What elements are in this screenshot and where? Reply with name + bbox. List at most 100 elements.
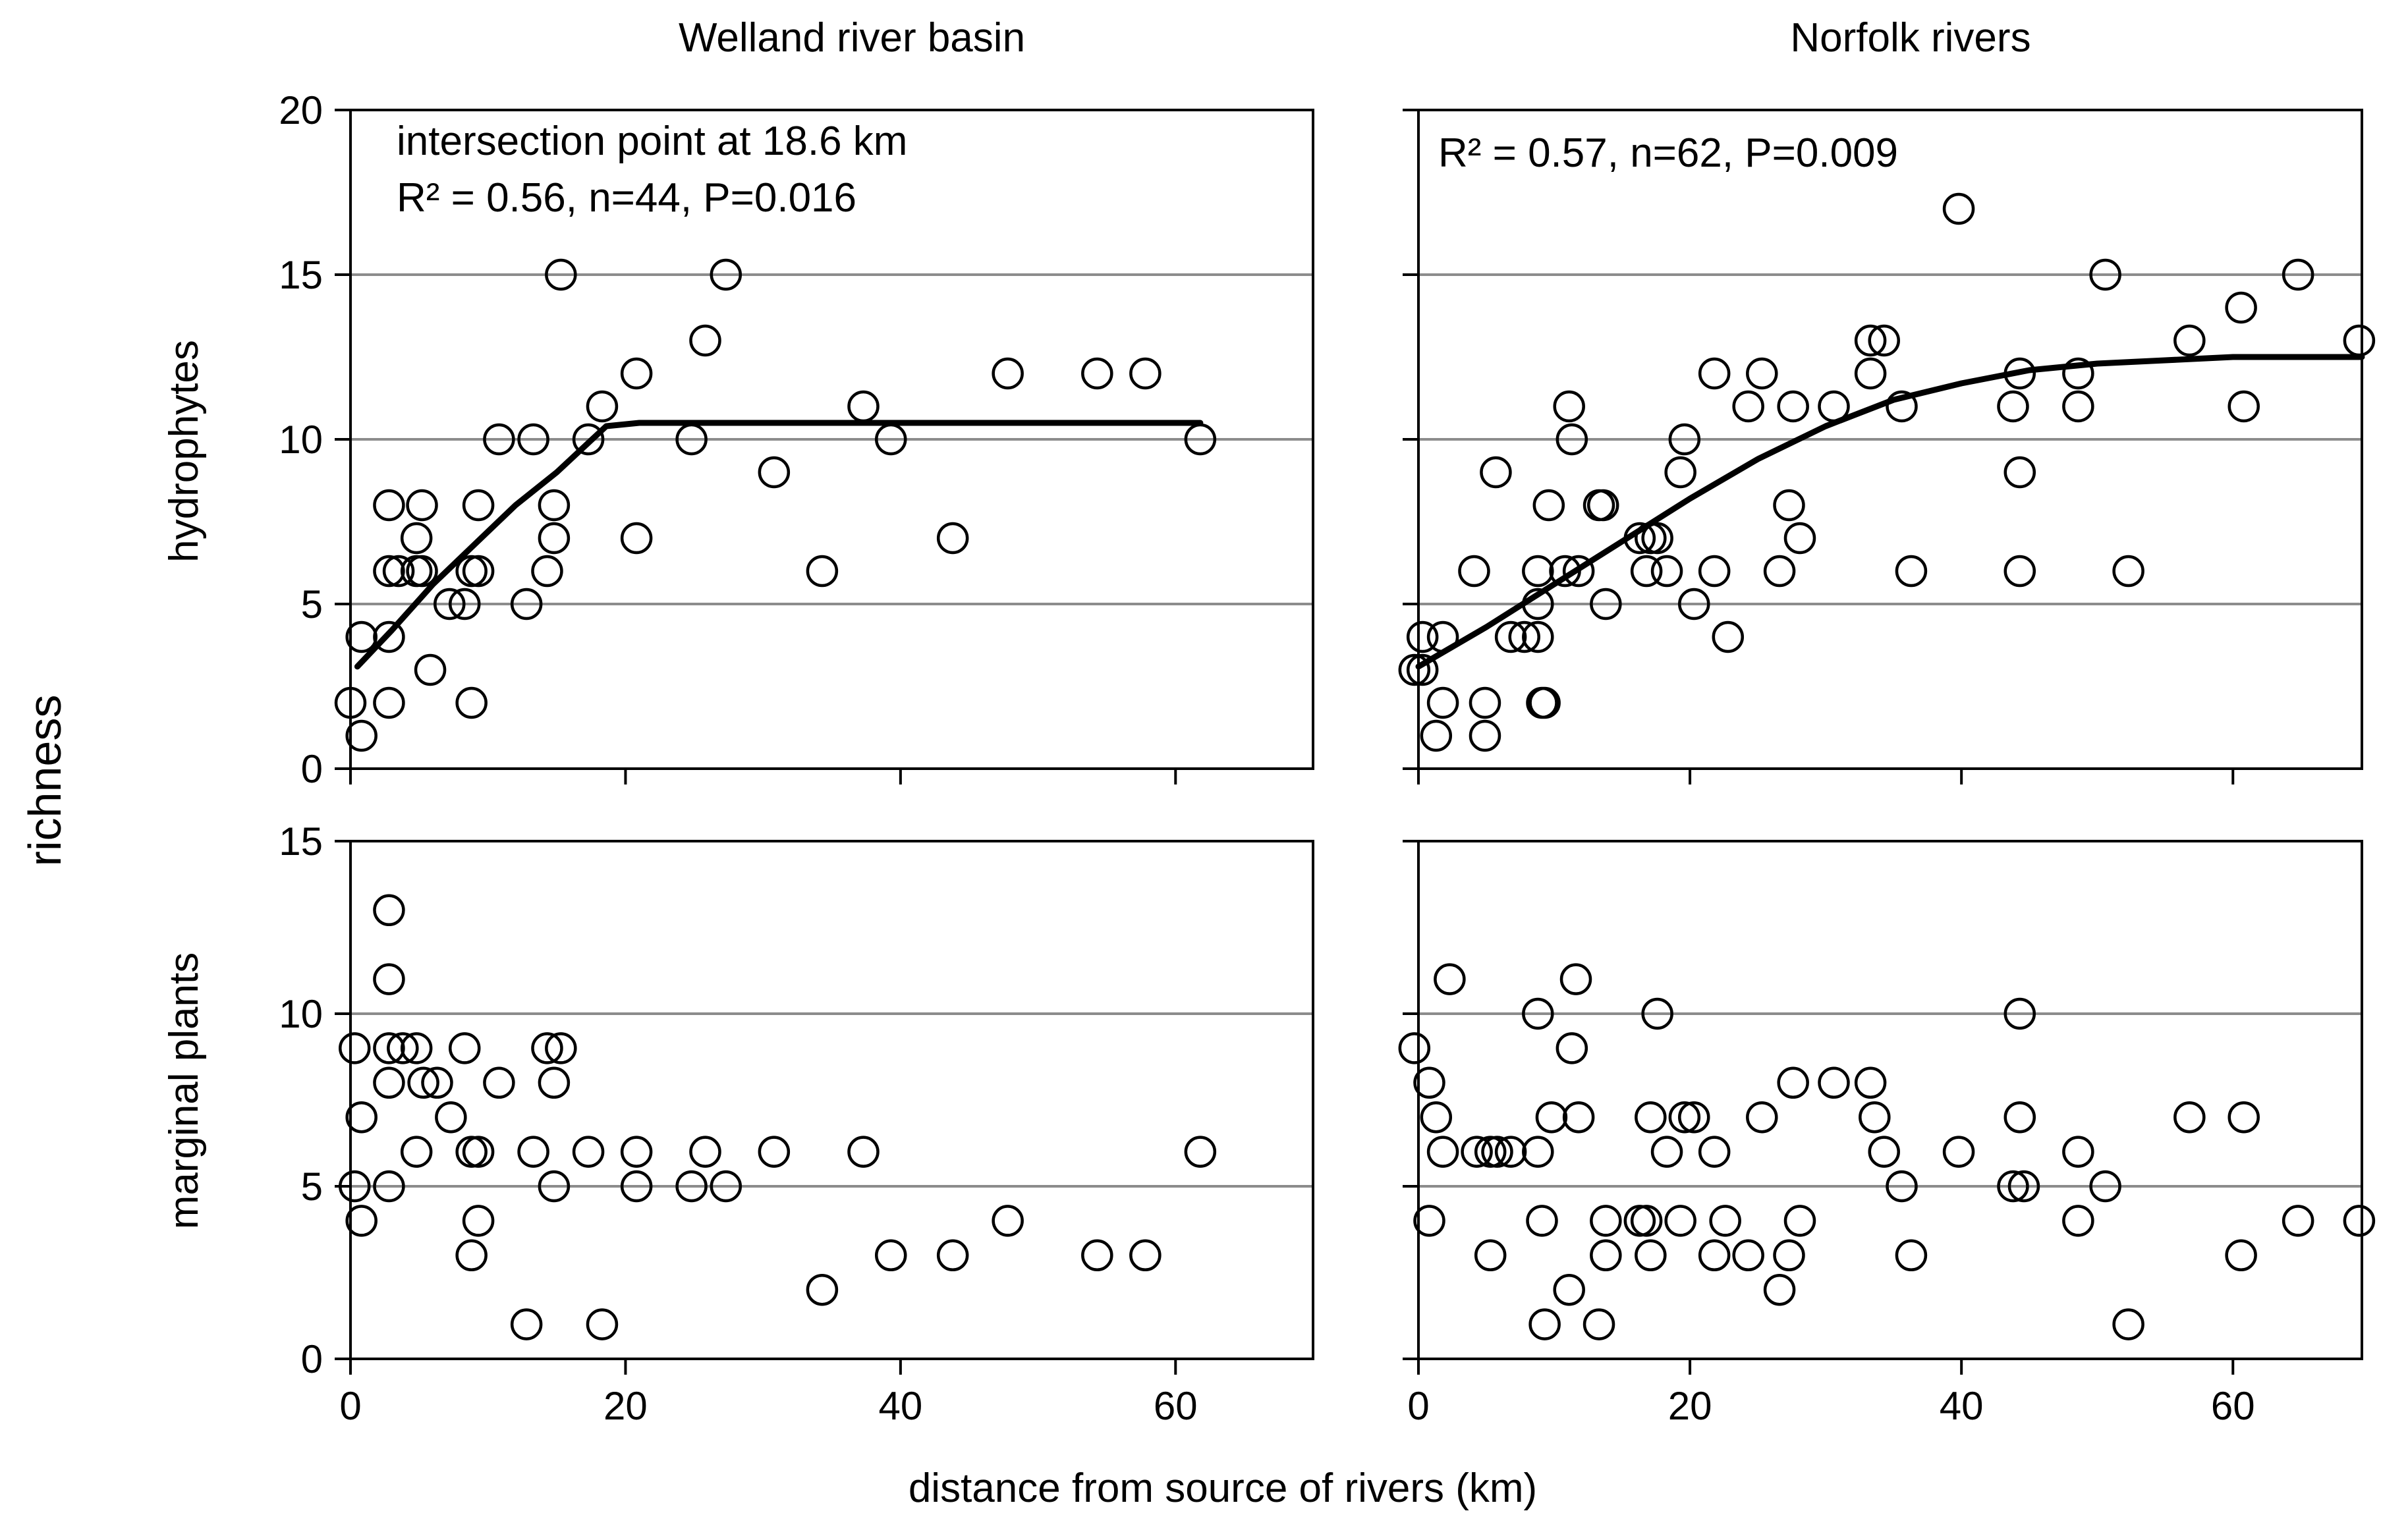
- data-point: [1413, 1066, 1445, 1099]
- data-point: [936, 522, 969, 555]
- data-point: [400, 522, 433, 555]
- data-point: [675, 1170, 708, 1203]
- data-point: [538, 489, 571, 522]
- data-point: [1129, 1239, 1162, 1272]
- data-point: [435, 1101, 467, 1134]
- data-point: [339, 1032, 371, 1064]
- data-point: [1413, 1205, 1445, 1237]
- data-point: [483, 423, 515, 456]
- data-point: [936, 1239, 969, 1272]
- data-point: [2003, 456, 2036, 489]
- data-point: [1522, 555, 1554, 588]
- data-point: [1469, 686, 1501, 719]
- data-point: [1763, 555, 1796, 588]
- data-point: [1664, 1205, 1696, 1237]
- col-title-norfolk: Norfolk rivers: [1790, 15, 2031, 61]
- data-point: [1406, 620, 1439, 653]
- data-point: [689, 324, 721, 357]
- data-point: [1630, 1205, 1663, 1237]
- y-tick-label: 0: [301, 1337, 323, 1381]
- plot-frame: [349, 840, 1314, 1360]
- x-tick-label: 60: [2211, 1384, 2255, 1428]
- data-point: [406, 555, 438, 588]
- data-point: [1698, 1239, 1731, 1272]
- y-tick-label: 10: [279, 418, 323, 462]
- y-tick-label: 15: [279, 253, 323, 297]
- data-point: [1398, 653, 1431, 686]
- data-point: [1712, 620, 1745, 653]
- data-point: [1623, 1205, 1656, 1237]
- data-point: [1678, 588, 1710, 620]
- data-point: [1526, 1205, 1558, 1237]
- annotation: intersection point at 18.6 km: [397, 119, 907, 164]
- data-point: [400, 1136, 433, 1168]
- panel-welland-marginal: 0 5 10 15 0 20 40 60: [279, 819, 1314, 1428]
- data-point: [1746, 357, 1778, 390]
- data-point: [1746, 1101, 1778, 1134]
- data-point: [455, 686, 488, 719]
- data-point: [538, 1066, 571, 1099]
- data-point: [1398, 1032, 1431, 1064]
- data-point: [992, 357, 1024, 390]
- data-point: [538, 1170, 571, 1203]
- data-point: [462, 1205, 495, 1237]
- data-point: [1886, 1170, 1918, 1203]
- data-point: [1586, 489, 1619, 522]
- data-point: [510, 1308, 543, 1340]
- data-point: [2003, 997, 2036, 1030]
- data-point: [1664, 456, 1696, 489]
- data-point: [572, 423, 605, 456]
- data-point: [1532, 489, 1565, 522]
- data-point: [2003, 555, 2036, 588]
- data-point: [1732, 390, 1764, 423]
- data-point: [758, 1136, 791, 1168]
- data-point: [1406, 653, 1439, 686]
- data-point: [1528, 686, 1561, 719]
- data-point: [373, 555, 405, 588]
- data-point: [545, 1032, 577, 1064]
- data-point: [620, 357, 653, 390]
- data-point: [1698, 1136, 1731, 1168]
- data-point: [434, 588, 466, 620]
- data-point: [373, 686, 405, 719]
- data-point: [421, 1066, 453, 1099]
- data-point: [2343, 1205, 2376, 1237]
- data-point: [1559, 963, 1592, 995]
- data-point: [1854, 357, 1887, 390]
- data-point: [2062, 357, 2094, 390]
- data-point: [1698, 555, 1731, 588]
- data-point: [1590, 1205, 1622, 1237]
- data-point: [1469, 719, 1501, 752]
- data-point: [2003, 1101, 2036, 1134]
- data-point: [1426, 686, 1459, 719]
- data-point: [462, 1136, 495, 1168]
- data-point: [455, 555, 488, 588]
- data-point: [1535, 1101, 1568, 1134]
- data-point: [1522, 997, 1554, 1030]
- data-point: [1481, 1136, 1513, 1168]
- data-point: [586, 390, 619, 423]
- data-point: [1650, 555, 1683, 588]
- data-point: [806, 1273, 839, 1306]
- data-point: [1783, 522, 1816, 555]
- data-point: [1630, 555, 1663, 588]
- data-point: [387, 1032, 419, 1064]
- data-point: [1553, 1273, 1585, 1306]
- data-point: [847, 390, 880, 423]
- data-point: [2089, 1170, 2121, 1203]
- data-point: [1474, 1136, 1507, 1168]
- data-point: [586, 1308, 619, 1340]
- x-tick-label: 40: [878, 1384, 922, 1428]
- data-point: [1555, 1032, 1588, 1064]
- data-point: [531, 555, 563, 588]
- data-point: [1522, 1136, 1554, 1168]
- data-point: [2112, 1308, 2144, 1340]
- data-point: [1732, 1239, 1764, 1272]
- data-point: [874, 1239, 907, 1272]
- data-point: [689, 1136, 721, 1168]
- data-point: [992, 1205, 1024, 1237]
- data-point: [1635, 1101, 1667, 1134]
- data-point: [483, 1066, 515, 1099]
- data-point: [1854, 324, 1887, 357]
